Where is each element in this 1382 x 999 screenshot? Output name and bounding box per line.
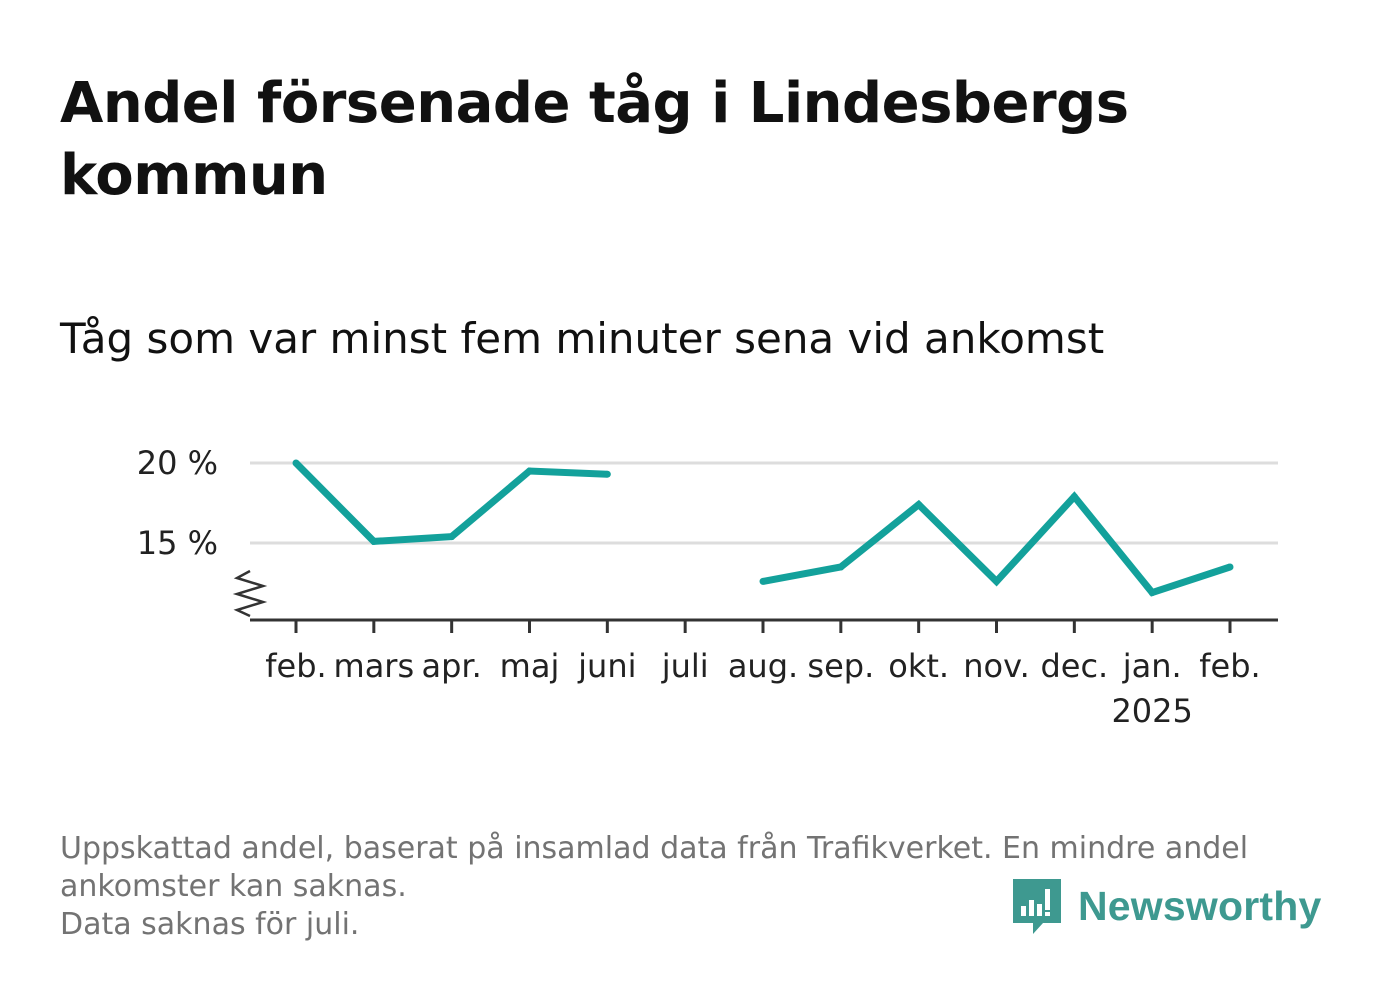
- x-tick-label: jan.: [1122, 647, 1182, 685]
- newsworthy-brand: Newsworthy: [1010, 876, 1322, 936]
- chart-title: Andel försenade tåg i Lindesbergs kommun: [60, 71, 1129, 208]
- data-point: [837, 563, 845, 571]
- y-tick-label-15: 15 %: [137, 524, 218, 562]
- data-point: [1070, 493, 1078, 501]
- data-point: [526, 467, 533, 475]
- x-tick-label: okt.: [888, 647, 949, 685]
- x-tick-label: feb.: [1199, 647, 1260, 685]
- line-chart: 15 %20 % feb. mars apr. maj juni juli aug. sep.…: [137, 444, 1278, 730]
- x-tick-label: maj: [500, 647, 560, 685]
- newsworthy-logo-icon: [1013, 879, 1061, 934]
- data-point: [1148, 589, 1156, 597]
- x-tick-label: dec.: [1040, 647, 1108, 685]
- x-tick-label: aug.: [728, 647, 798, 685]
- x-tick-label: sep.: [807, 647, 874, 685]
- x-tick-label: nov.: [963, 647, 1029, 685]
- chart-footer: Uppskattad andel, baserat på insamlad da…: [60, 830, 1320, 944]
- data-point: [915, 501, 923, 509]
- series-line-0: [293, 460, 1232, 597]
- x-axis: [232, 569, 1278, 633]
- data-point: [603, 470, 611, 478]
- data-point: [993, 577, 1000, 585]
- chart-subtitle: Tåg som var minst fem minuter sena vid a…: [60, 314, 1105, 363]
- data-point: [1226, 563, 1234, 571]
- y-axis-break-icon: [232, 569, 268, 618]
- x-tick-label: apr.: [422, 647, 482, 685]
- x-tick-label: feb.: [265, 647, 326, 685]
- x-tick-labels: feb. mars apr. maj juni juli aug. sep. okt. nov. d…: [265, 647, 1260, 730]
- data-point: [292, 459, 300, 467]
- y-tick-label-20: 20 %: [137, 444, 218, 482]
- data-point: [370, 537, 378, 545]
- x-year-label: 2025: [1111, 692, 1192, 730]
- x-tick-label: mars: [334, 647, 415, 685]
- data-point: [448, 533, 456, 541]
- y-tick-labels: 15 % 20 %: [137, 444, 218, 562]
- brand-name: Newsworthy: [1078, 882, 1322, 929]
- gridlines: [250, 461, 1278, 545]
- footer-missing-data-note: Data saknas för juli.: [60, 907, 360, 942]
- x-tick-label: juni: [577, 647, 636, 685]
- data-series: [292, 459, 1234, 597]
- x-tick-label: juli: [661, 647, 709, 685]
- footer-source-note: Uppskattad andel, baserat på insamlad da…: [60, 831, 1249, 904]
- data-point: [759, 577, 767, 585]
